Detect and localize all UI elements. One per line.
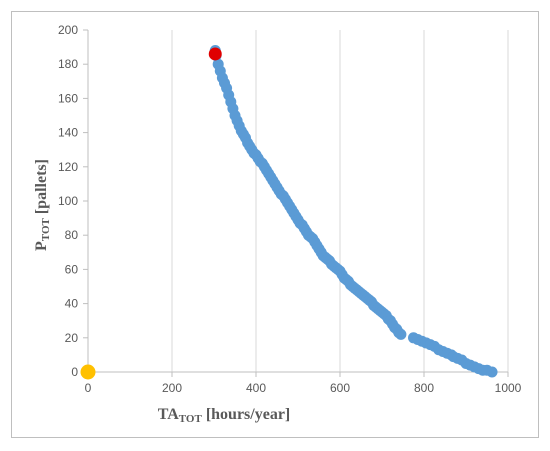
x-axis-title-sub: TOT (179, 413, 203, 425)
x-tick-label: 800 (414, 381, 434, 395)
x-axis-title-unit: [hours/year] (202, 406, 290, 423)
x-tick-label: 0 (85, 381, 92, 395)
data-point (395, 328, 407, 340)
x-tick-label: 1000 (495, 381, 522, 395)
y-axis-title-sub: TOT (40, 217, 52, 241)
x-tick-label: 200 (162, 381, 182, 395)
y-tick-label: 120 (58, 160, 78, 174)
x-axis-title: TATOT [hours/year] (158, 406, 291, 425)
y-tick-label: 80 (65, 228, 79, 242)
y-tick-label: 40 (65, 297, 79, 311)
chart-frame: 0 20 40 60 80 100 120 140 160 180 200 0 200 400 600 800… (11, 11, 539, 438)
scatter-chart: 0 20 40 60 80 100 120 140 160 180 200 0 200 400 600 800… (33, 23, 522, 425)
y-axis-title-unit: [pallets] (33, 159, 50, 218)
y-axis-title-main: P (33, 241, 50, 251)
highlight-point (208, 47, 222, 61)
x-axis-title-main: TA (158, 406, 179, 423)
data-points (80, 45, 498, 380)
y-tick-label: 100 (58, 194, 78, 208)
origin-point (80, 364, 96, 380)
axes (83, 29, 509, 377)
x-tick-label: 400 (246, 381, 266, 395)
y-tick-label: 20 (65, 331, 79, 345)
y-tick-label: 200 (58, 23, 78, 37)
y-tick-label: 160 (58, 91, 78, 105)
y-axis-title: PTOT [pallets] (33, 159, 52, 251)
y-tick-label: 140 (58, 126, 78, 140)
y-tick-label: 180 (58, 57, 78, 71)
y-tick-label: 0 (71, 365, 78, 379)
y-tick-label: 60 (65, 262, 79, 276)
data-point (486, 366, 498, 378)
x-tick-label: 600 (330, 381, 350, 395)
grid-lines (171, 30, 509, 372)
tick-labels: 0 20 40 60 80 100 120 140 160 180 200 0 200 400 600 800… (58, 23, 522, 395)
